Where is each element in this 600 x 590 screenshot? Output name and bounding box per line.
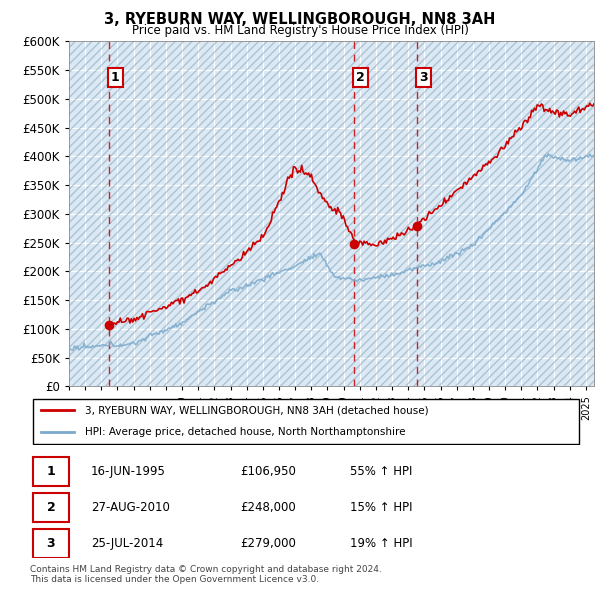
FancyBboxPatch shape: [33, 493, 68, 522]
Text: 1: 1: [111, 71, 119, 84]
Text: 2: 2: [47, 501, 55, 514]
Text: Price paid vs. HM Land Registry's House Price Index (HPI): Price paid vs. HM Land Registry's House …: [131, 24, 469, 37]
Text: 16-JUN-1995: 16-JUN-1995: [91, 465, 166, 478]
Text: 15% ↑ HPI: 15% ↑ HPI: [350, 501, 413, 514]
Text: 27-AUG-2010: 27-AUG-2010: [91, 501, 170, 514]
Text: £279,000: £279,000: [240, 537, 296, 550]
Text: 19% ↑ HPI: 19% ↑ HPI: [350, 537, 413, 550]
Text: £106,950: £106,950: [240, 465, 296, 478]
Text: 3, RYEBURN WAY, WELLINGBOROUGH, NN8 3AH (detached house): 3, RYEBURN WAY, WELLINGBOROUGH, NN8 3AH …: [85, 405, 429, 415]
Text: HPI: Average price, detached house, North Northamptonshire: HPI: Average price, detached house, Nort…: [85, 427, 406, 437]
Text: 2: 2: [356, 71, 365, 84]
Text: 55% ↑ HPI: 55% ↑ HPI: [350, 465, 413, 478]
Text: 25-JUL-2014: 25-JUL-2014: [91, 537, 163, 550]
Text: 3: 3: [47, 537, 55, 550]
FancyBboxPatch shape: [33, 457, 68, 486]
Text: £248,000: £248,000: [240, 501, 296, 514]
Text: Contains HM Land Registry data © Crown copyright and database right 2024.
This d: Contains HM Land Registry data © Crown c…: [30, 565, 382, 584]
Text: 3, RYEBURN WAY, WELLINGBOROUGH, NN8 3AH: 3, RYEBURN WAY, WELLINGBOROUGH, NN8 3AH: [104, 12, 496, 27]
FancyBboxPatch shape: [33, 399, 579, 444]
Text: 3: 3: [419, 71, 428, 84]
FancyBboxPatch shape: [33, 529, 68, 558]
Text: 1: 1: [47, 465, 55, 478]
